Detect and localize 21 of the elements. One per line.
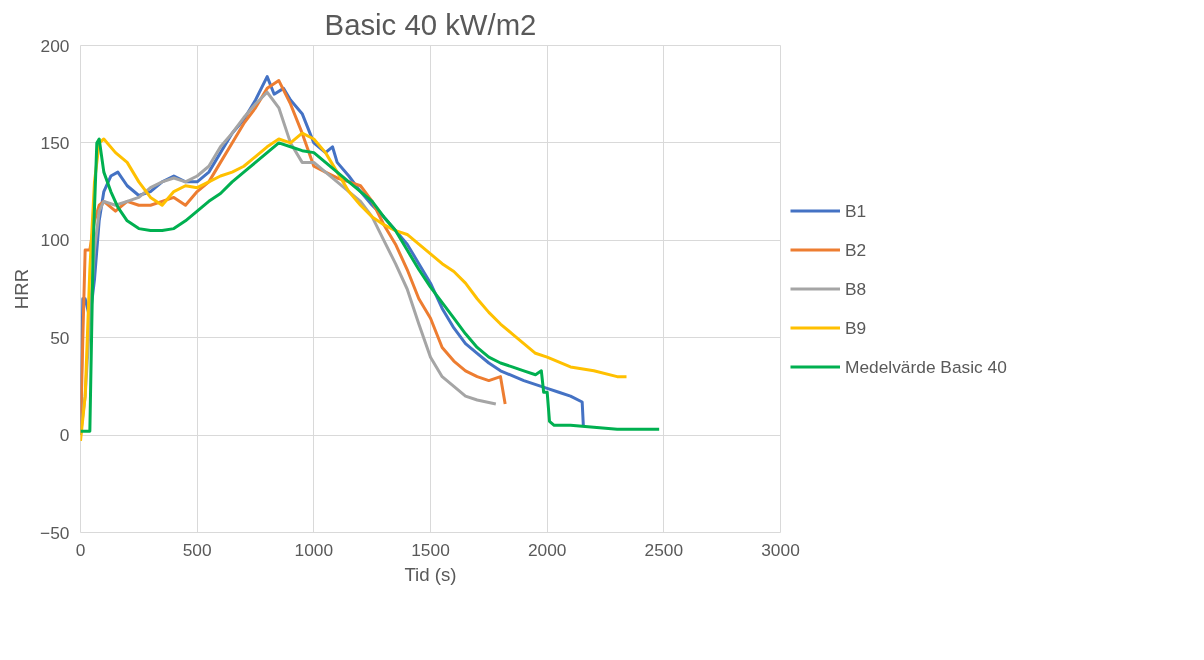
legend-label: Medelvärde Basic 40 (845, 356, 1007, 377)
legend-label: B1 (845, 200, 867, 221)
legend-label: B2 (845, 239, 867, 260)
y-tick-label: 150 (40, 132, 70, 153)
x-tick-label: 500 (182, 539, 212, 560)
x-tick-label: 1500 (411, 539, 450, 560)
legend-label: B8 (845, 278, 867, 299)
y-axis-title: HRR (11, 268, 33, 310)
legend-label: B9 (845, 317, 867, 338)
y-tick-label: 100 (40, 230, 70, 251)
x-tick-label: 1000 (294, 539, 334, 560)
x-tick-label: 0 (75, 539, 86, 560)
x-tick-label: 2000 (527, 539, 567, 560)
y-tick-label: −50 (40, 522, 70, 543)
y-tick-label: 0 (59, 425, 70, 446)
x-tick-label: 2500 (644, 539, 684, 560)
y-tick-label: 50 (50, 327, 70, 348)
chart-title: Basic 40 kW/m2 (324, 7, 537, 41)
y-tick-label: 200 (40, 35, 70, 56)
x-tick-label: 3000 (761, 539, 800, 560)
x-axis-title: Tid (s) (404, 563, 457, 585)
